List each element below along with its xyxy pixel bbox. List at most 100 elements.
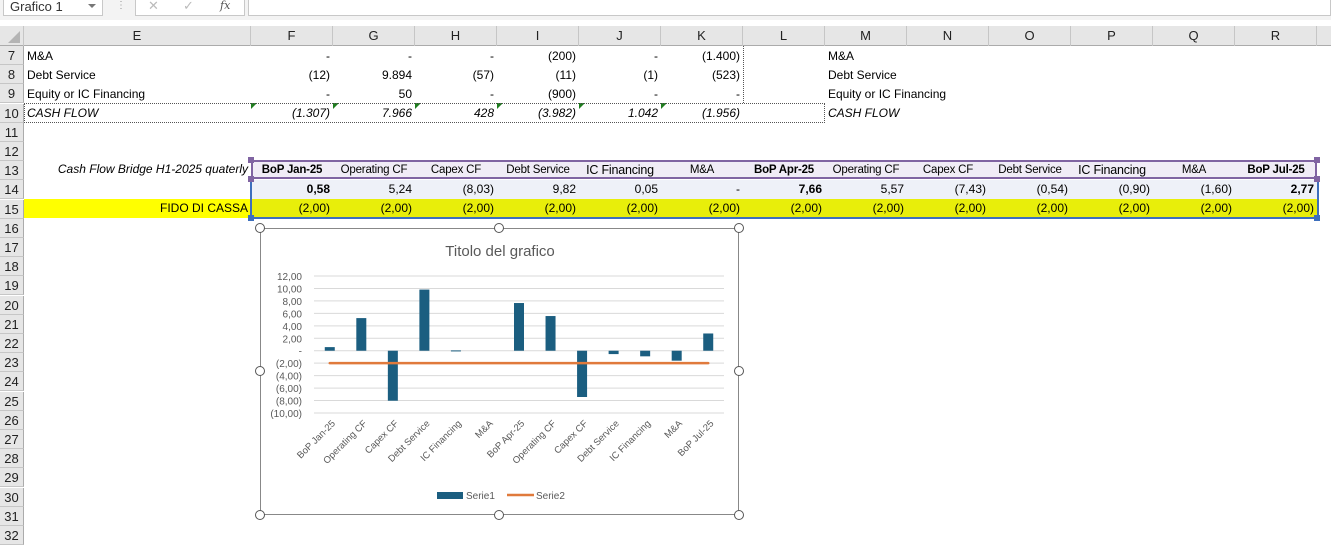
range-handle[interactable]	[248, 176, 254, 182]
row-header[interactable]: 20	[0, 295, 24, 315]
value-cell[interactable]: -	[490, 87, 494, 101]
fido-value-cell[interactable]: (2,00)	[708, 201, 740, 215]
range-handle[interactable]	[1314, 176, 1320, 182]
row-header[interactable]: 17	[0, 238, 24, 257]
value-cell[interactable]: (523)	[711, 68, 740, 82]
value-cell[interactable]: (3.982)	[537, 106, 576, 120]
row-header[interactable]: 21	[0, 314, 24, 334]
chart-resize-handle[interactable]	[494, 510, 504, 520]
bridge-value-cell[interactable]: (0,54)	[1036, 182, 1068, 196]
error-indicator-icon[interactable]	[661, 103, 667, 109]
chart-resize-handle[interactable]	[734, 510, 744, 520]
error-indicator-icon[interactable]	[251, 103, 257, 109]
row-header[interactable]: 32	[0, 526, 24, 545]
error-indicator-icon[interactable]	[333, 103, 339, 109]
chevron-down-icon[interactable]	[88, 4, 96, 8]
row-label-m[interactable]: Debt Service	[828, 68, 897, 82]
bridge-header-cell[interactable]: BoP Jul-25	[1247, 164, 1305, 176]
range-handle[interactable]	[248, 157, 254, 163]
bar-serie1[interactable]	[608, 350, 619, 355]
column-header-f[interactable]: F	[251, 26, 333, 46]
cancel-icon[interactable]: ✕	[148, 0, 159, 13]
value-cell[interactable]: (11)	[555, 68, 576, 82]
bridge-header-cell[interactable]: Debt Service	[506, 164, 570, 176]
value-cell[interactable]: (1)	[643, 68, 658, 82]
bar-serie1[interactable]	[419, 289, 430, 351]
row-label-m[interactable]: Equity or IC Financing	[828, 87, 947, 101]
row-header[interactable]: 31	[0, 506, 24, 526]
bridge-value-cell[interactable]: (8,03)	[462, 182, 494, 196]
bridge-header-cell[interactable]: Capex CF	[922, 164, 974, 176]
value-cell[interactable]: (1.400)	[701, 49, 740, 63]
value-cell[interactable]: 428	[473, 106, 494, 120]
row-header[interactable]: 7	[0, 46, 24, 65]
row-header[interactable]: 12	[0, 142, 24, 161]
chart-resize-handle[interactable]	[255, 223, 265, 233]
row-header[interactable]: 10	[0, 103, 24, 123]
row-header[interactable]: 22	[0, 334, 24, 353]
error-indicator-icon[interactable]	[497, 103, 503, 109]
value-cell[interactable]: 1.042	[627, 106, 658, 120]
fido-value-cell[interactable]: (2,00)	[954, 201, 986, 215]
bar-serie1[interactable]	[356, 318, 367, 351]
row-label-m[interactable]: M&A	[828, 49, 855, 63]
value-cell[interactable]: 7.966	[381, 106, 412, 120]
bar-serie1[interactable]	[324, 347, 335, 351]
value-cell[interactable]: (57)	[472, 68, 494, 82]
error-indicator-icon[interactable]	[579, 103, 585, 109]
row-header[interactable]: 13	[0, 161, 24, 181]
row-label[interactable]: CASH FLOW	[27, 106, 99, 120]
row-header[interactable]: 24	[0, 372, 24, 392]
column-header-q[interactable]: Q	[1153, 26, 1235, 46]
value-cell[interactable]: -	[490, 49, 494, 63]
column-header-r[interactable]: R	[1235, 26, 1317, 46]
bar-serie1[interactable]	[703, 333, 714, 351]
column-header-h[interactable]: H	[415, 26, 497, 46]
bar-serie1[interactable]	[671, 350, 682, 361]
insert-function-icon[interactable]: fx	[220, 0, 231, 12]
chart-resize-handle[interactable]	[734, 223, 744, 233]
bridge-header-cell[interactable]: Debt Service	[998, 164, 1062, 176]
bridge-value-cell[interactable]: 0,58	[306, 182, 330, 196]
row-header[interactable]: 11	[0, 122, 24, 142]
bridge-header-cell[interactable]: Capex CF	[430, 164, 482, 176]
row-header[interactable]: 16	[0, 218, 24, 238]
bridge-value-cell[interactable]: 9,82	[552, 182, 576, 196]
value-cell[interactable]: (12)	[308, 68, 330, 82]
value-cell[interactable]: -	[326, 87, 330, 101]
bridge-value-cell[interactable]: (0,90)	[1118, 182, 1150, 196]
enter-icon[interactable]: ✓	[183, 0, 194, 13]
bridge-value-cell[interactable]: 5,24	[388, 182, 412, 196]
range-handle[interactable]	[1314, 215, 1320, 221]
value-cell[interactable]: -	[326, 49, 330, 63]
row-header[interactable]: 23	[0, 353, 24, 373]
bar-serie1[interactable]	[387, 350, 398, 401]
row-header[interactable]: 30	[0, 487, 24, 507]
row-header[interactable]: 26	[0, 410, 24, 430]
row-header[interactable]: 19	[0, 276, 24, 296]
column-header-p[interactable]: P	[1071, 26, 1153, 46]
value-cell[interactable]: (200)	[547, 49, 576, 63]
value-cell[interactable]: 9.894	[381, 68, 412, 82]
chart-resize-handle[interactable]	[255, 510, 265, 520]
column-header-n[interactable]: N	[907, 26, 989, 46]
row-header[interactable]: 14	[0, 180, 24, 200]
column-header-i[interactable]: I	[497, 26, 579, 46]
formula-input[interactable]	[248, 0, 1331, 16]
row-header[interactable]: 9	[0, 84, 24, 104]
bridge-header-cell[interactable]: M&A	[689, 164, 715, 176]
column-header-j[interactable]: J	[579, 26, 661, 46]
column-header-k[interactable]: K	[661, 26, 743, 46]
fido-value-cell[interactable]: (2,00)	[1282, 201, 1314, 215]
column-header-g[interactable]: G	[333, 26, 415, 46]
range-handle[interactable]	[248, 215, 254, 221]
chart-resize-handle[interactable]	[734, 366, 744, 376]
row-label-m[interactable]: CASH FLOW	[828, 106, 900, 120]
value-cell[interactable]: 50	[398, 87, 412, 101]
bridge-value-cell[interactable]: 2,77	[1290, 182, 1314, 196]
fido-value-cell[interactable]: (2,00)	[790, 201, 822, 215]
bridge-header-cell[interactable]: M&A	[1181, 164, 1207, 176]
column-header-e[interactable]: E	[24, 26, 251, 46]
column-header-m[interactable]: M	[825, 26, 907, 46]
column-header-l[interactable]: L	[743, 26, 825, 46]
